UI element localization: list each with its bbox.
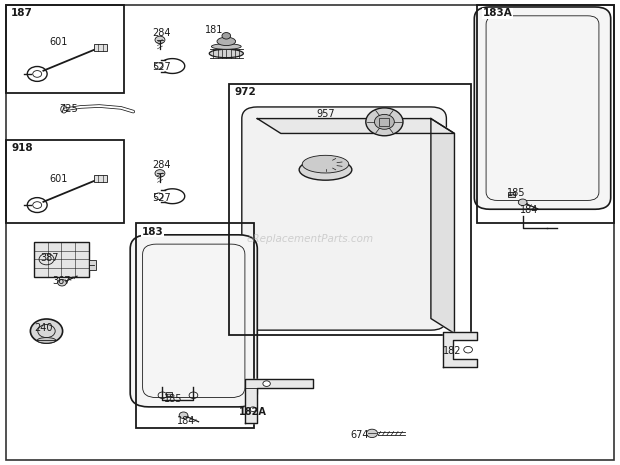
Bar <box>136 223 254 428</box>
Circle shape <box>222 33 231 39</box>
Text: 187: 187 <box>11 8 33 19</box>
Circle shape <box>58 279 66 286</box>
Bar <box>229 84 471 335</box>
Text: 367: 367 <box>53 276 71 286</box>
Bar <box>89 260 96 270</box>
Bar <box>94 44 107 51</box>
Text: 972: 972 <box>234 87 256 98</box>
Circle shape <box>30 319 63 343</box>
Text: 184: 184 <box>520 205 538 215</box>
Bar <box>6 5 124 93</box>
Text: 918: 918 <box>11 143 33 153</box>
Text: 527: 527 <box>152 193 171 203</box>
Text: 183: 183 <box>141 227 163 237</box>
Polygon shape <box>257 119 454 133</box>
Polygon shape <box>443 332 477 367</box>
Text: eReplacementParts.com: eReplacementParts.com <box>246 234 374 245</box>
Circle shape <box>263 381 270 386</box>
Circle shape <box>518 199 527 206</box>
Ellipse shape <box>211 44 241 49</box>
Ellipse shape <box>217 37 236 46</box>
Ellipse shape <box>303 155 348 173</box>
Bar <box>508 192 515 197</box>
Circle shape <box>155 36 165 44</box>
Circle shape <box>250 407 256 412</box>
FancyBboxPatch shape <box>242 107 446 330</box>
Text: 184: 184 <box>177 416 195 426</box>
FancyBboxPatch shape <box>130 235 257 407</box>
Bar <box>6 140 124 223</box>
Text: 725: 725 <box>59 104 78 114</box>
Text: 240: 240 <box>34 323 53 333</box>
Circle shape <box>366 108 403 136</box>
Text: 284: 284 <box>152 27 171 38</box>
Circle shape <box>155 170 165 177</box>
Bar <box>379 118 389 126</box>
Ellipse shape <box>37 338 56 343</box>
Ellipse shape <box>299 159 352 180</box>
Polygon shape <box>245 379 313 423</box>
Circle shape <box>366 429 378 438</box>
Text: 185: 185 <box>507 188 526 198</box>
Text: 182A: 182A <box>239 406 267 417</box>
Bar <box>34 242 89 277</box>
Text: 527: 527 <box>152 62 171 73</box>
Text: 182: 182 <box>443 346 462 356</box>
Text: 284: 284 <box>152 160 171 170</box>
Text: 183A: 183A <box>482 8 512 19</box>
Text: 601: 601 <box>50 37 68 47</box>
Text: 185: 185 <box>164 394 183 404</box>
Text: 181: 181 <box>205 25 223 35</box>
Polygon shape <box>431 119 454 333</box>
Circle shape <box>179 412 188 418</box>
Circle shape <box>464 346 472 353</box>
FancyBboxPatch shape <box>474 7 611 209</box>
Text: 601: 601 <box>50 174 68 184</box>
Bar <box>94 175 107 182</box>
Text: 674: 674 <box>350 430 369 440</box>
Bar <box>477 5 614 223</box>
Text: 387: 387 <box>40 253 59 263</box>
Ellipse shape <box>209 49 243 58</box>
Bar <box>166 392 172 396</box>
Text: 957: 957 <box>316 109 335 119</box>
Circle shape <box>374 114 394 129</box>
